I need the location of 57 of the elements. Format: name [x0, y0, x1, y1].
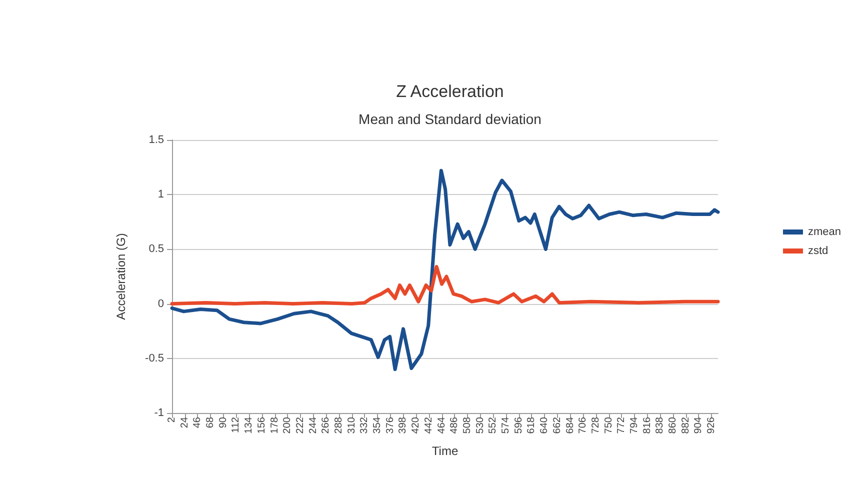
x-tick-label: 68 — [205, 416, 216, 428]
x-tick-label: 926 — [706, 416, 718, 434]
x-tick-label: 376 — [384, 416, 396, 434]
x-tick-label: 288 — [334, 416, 345, 434]
x-tick-label: 618 — [526, 416, 538, 434]
x-tick-label: 530 — [474, 416, 486, 434]
x-tick-label: 442 — [423, 416, 434, 434]
x-tick-label: 706 — [578, 416, 589, 434]
x-tick-label: 662 — [552, 416, 563, 434]
x-tick-label: 882 — [680, 416, 692, 434]
x-tick-label: 860 — [668, 416, 679, 434]
x-tick-label: 2 — [166, 416, 178, 423]
x-tick-label: 750 — [603, 416, 614, 434]
x-tick-label: 332 — [359, 416, 370, 434]
x-tick-label: 156 — [256, 416, 268, 434]
y-tick-label: 0.5 — [148, 243, 164, 256]
x-tick-label: 112 — [230, 416, 242, 433]
x-axis-title: Time — [432, 444, 458, 458]
legend-label: zmean — [808, 226, 842, 238]
x-tick-label: 90 — [218, 416, 229, 428]
x-tick-label: 354 — [372, 416, 384, 434]
x-tick-label: 222 — [294, 416, 306, 434]
x-tick-label: 134 — [244, 416, 255, 434]
x-tick-label: 420 — [410, 416, 422, 434]
x-tick-label: 574 — [500, 416, 512, 434]
line-series — [170, 264, 720, 306]
x-tick-label: 46 — [192, 416, 204, 428]
x-tick-label: 398 — [398, 416, 409, 434]
x-tick-label: 178 — [269, 416, 280, 434]
y-tick-label: -1 — [154, 407, 164, 419]
legend-label: zstd — [808, 245, 828, 257]
x-tick-label: 200 — [282, 416, 294, 434]
x-tick-label: 816 — [642, 416, 653, 434]
x-tick-label: 266 — [320, 416, 332, 434]
x-tick-label: 486 — [449, 416, 460, 434]
x-tick-label: 552 — [488, 416, 499, 434]
x-tick-label: 772 — [616, 416, 628, 434]
y-tick-label: 1 — [158, 188, 164, 201]
x-tick-label: 24 — [179, 416, 190, 428]
chart-subtitle: Mean and Standard deviation — [358, 111, 542, 127]
x-tick-label: 596 — [513, 416, 524, 434]
x-tick-label: 310 — [346, 416, 358, 434]
x-tick-label: 838 — [654, 416, 666, 434]
x-tick-label: 640 — [539, 416, 550, 434]
x-tick-label: 464 — [436, 416, 448, 434]
y-tick-label: 0 — [158, 298, 164, 310]
chart-title: Z Acceleration — [396, 82, 504, 101]
line-series — [170, 168, 720, 372]
x-tick-label: 508 — [462, 416, 473, 434]
y-tick-label: -0.5 — [145, 352, 164, 364]
x-tick-label: 794 — [628, 416, 640, 434]
x-tick-label: 728 — [590, 416, 602, 434]
y-axis-title: Acceleration (G) — [114, 233, 128, 320]
x-tick-label: 904 — [693, 416, 704, 434]
y-tick-label: 1.5 — [148, 134, 164, 146]
x-tick-label: 244 — [308, 416, 319, 434]
x-tick-label: 684 — [564, 416, 576, 434]
